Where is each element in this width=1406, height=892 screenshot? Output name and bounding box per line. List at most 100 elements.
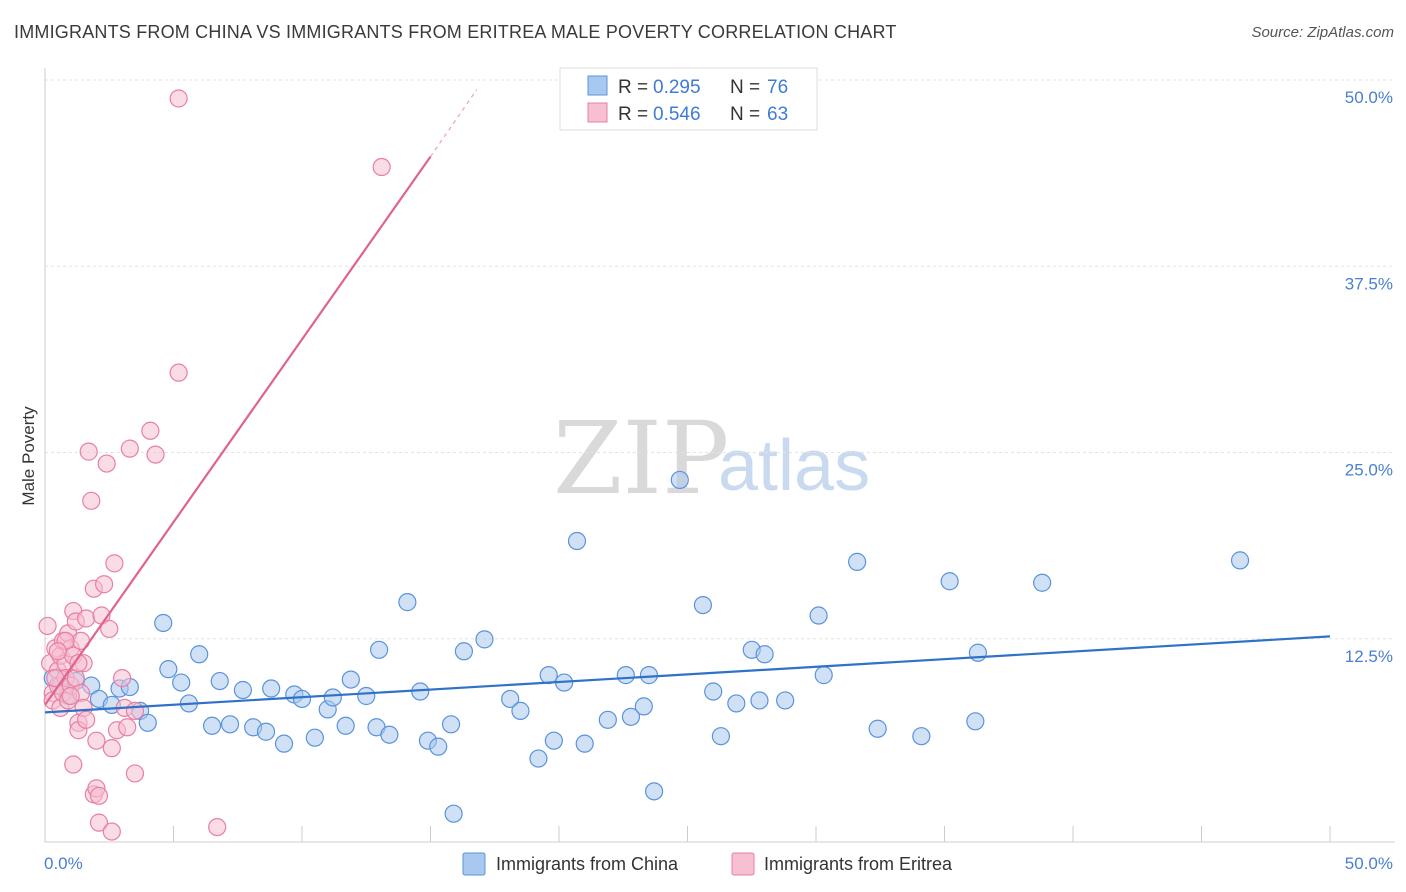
y-tick-label: 50.0% <box>1345 88 1393 107</box>
y-tick-label: 12.5% <box>1345 647 1393 666</box>
legend-n-value-eritrea: 63 <box>767 104 788 125</box>
point-eritrea <box>146 445 165 464</box>
point-eritrea <box>77 609 96 628</box>
point-china <box>644 782 664 801</box>
trend-line-china <box>44 635 1331 714</box>
point-eritrea <box>125 701 145 720</box>
point-china <box>966 712 985 731</box>
point-eritrea <box>69 654 88 673</box>
point-china <box>475 630 494 649</box>
point-china <box>292 689 312 709</box>
point-eritrea <box>169 89 188 108</box>
point-eritrea <box>141 421 160 440</box>
axes <box>44 68 1395 843</box>
point-eritrea <box>79 442 98 461</box>
point-china <box>262 679 281 698</box>
point-china <box>634 697 653 716</box>
point-china <box>154 613 173 633</box>
point-eritrea <box>118 718 137 737</box>
point-eritrea <box>87 731 106 750</box>
point-china <box>868 719 887 738</box>
point-china <box>429 737 448 756</box>
point-china <box>567 531 587 551</box>
point-eritrea <box>208 817 227 837</box>
point-china <box>336 716 355 735</box>
point-eritrea <box>95 575 114 594</box>
series-china-points <box>43 470 1250 823</box>
point-china <box>776 691 795 710</box>
point-china <box>233 680 252 700</box>
point-china <box>305 728 324 747</box>
point-china <box>704 682 723 701</box>
point-china <box>598 710 617 729</box>
point-china <box>190 645 209 664</box>
y-tick-label: 37.5% <box>1345 274 1393 293</box>
legend-r-value-china: 0.295 <box>653 77 701 98</box>
series-legend-swatch-china <box>462 852 486 876</box>
series-legend-label-china: Immigrants from China <box>496 854 679 874</box>
point-china <box>575 734 594 753</box>
point-eritrea <box>102 739 121 758</box>
point-china <box>220 715 240 734</box>
point-eritrea <box>38 616 57 636</box>
trend-line-eritrea <box>44 155 432 706</box>
legend-r-label-china: R = <box>618 77 648 98</box>
point-china <box>529 749 548 768</box>
point-china <box>670 470 689 490</box>
point-china <box>370 640 389 659</box>
point-eritrea <box>48 642 67 661</box>
point-eritrea <box>372 157 391 177</box>
point-china <box>539 666 558 685</box>
point-china <box>444 804 463 823</box>
trend-lines <box>44 89 1331 714</box>
point-eritrea <box>100 619 119 639</box>
y-tick-label: 25.0% <box>1345 461 1393 480</box>
point-eritrea <box>97 454 116 473</box>
point-eritrea <box>77 710 96 729</box>
point-china <box>755 645 774 664</box>
point-eritrea <box>120 439 139 458</box>
point-china <box>210 671 229 691</box>
point-eritrea <box>112 668 132 688</box>
point-china <box>727 694 746 713</box>
point-china <box>256 722 276 741</box>
point-eritrea <box>105 554 124 573</box>
trend-line-eritrea-extension <box>430 89 478 157</box>
point-eritrea <box>102 822 121 841</box>
point-china <box>159 660 178 679</box>
point-eritrea <box>89 813 109 832</box>
point-china <box>616 666 635 685</box>
point-china <box>621 707 641 726</box>
point-china <box>454 642 474 661</box>
point-china <box>341 670 360 689</box>
point-eritrea <box>64 755 83 774</box>
point-china <box>1230 551 1250 570</box>
point-china <box>750 691 769 710</box>
point-china <box>639 666 659 685</box>
watermark-atlas: atlas <box>718 426 870 506</box>
point-china <box>1033 573 1052 592</box>
y-axis-title: Male Poverty <box>19 406 38 506</box>
legend-n-value-china: 76 <box>767 77 788 98</box>
point-china <box>693 595 713 615</box>
series-legend: Immigrants from China Immigrants from Er… <box>462 852 953 876</box>
series-eritrea-points <box>38 89 391 841</box>
point-eritrea <box>169 363 188 382</box>
point-eritrea <box>89 786 109 805</box>
point-china <box>202 716 222 735</box>
x-tick-marks <box>44 826 1331 842</box>
point-china <box>511 701 530 720</box>
legend-swatch-china <box>587 75 608 96</box>
point-china <box>323 688 342 707</box>
stats-legend: R = 0.295 N = 76 R = 0.546 N = 63 <box>559 67 818 131</box>
legend-r-value-eritrea: 0.546 <box>653 104 701 125</box>
legend-n-label-eritrea: N = <box>730 104 760 125</box>
point-china <box>809 606 828 625</box>
series-legend-swatch-eritrea <box>731 852 755 876</box>
point-china <box>398 593 417 612</box>
gridlines <box>45 79 1395 640</box>
point-china <box>274 734 294 753</box>
x-tick-label-min: 0.0% <box>44 854 83 873</box>
point-china <box>711 727 731 746</box>
